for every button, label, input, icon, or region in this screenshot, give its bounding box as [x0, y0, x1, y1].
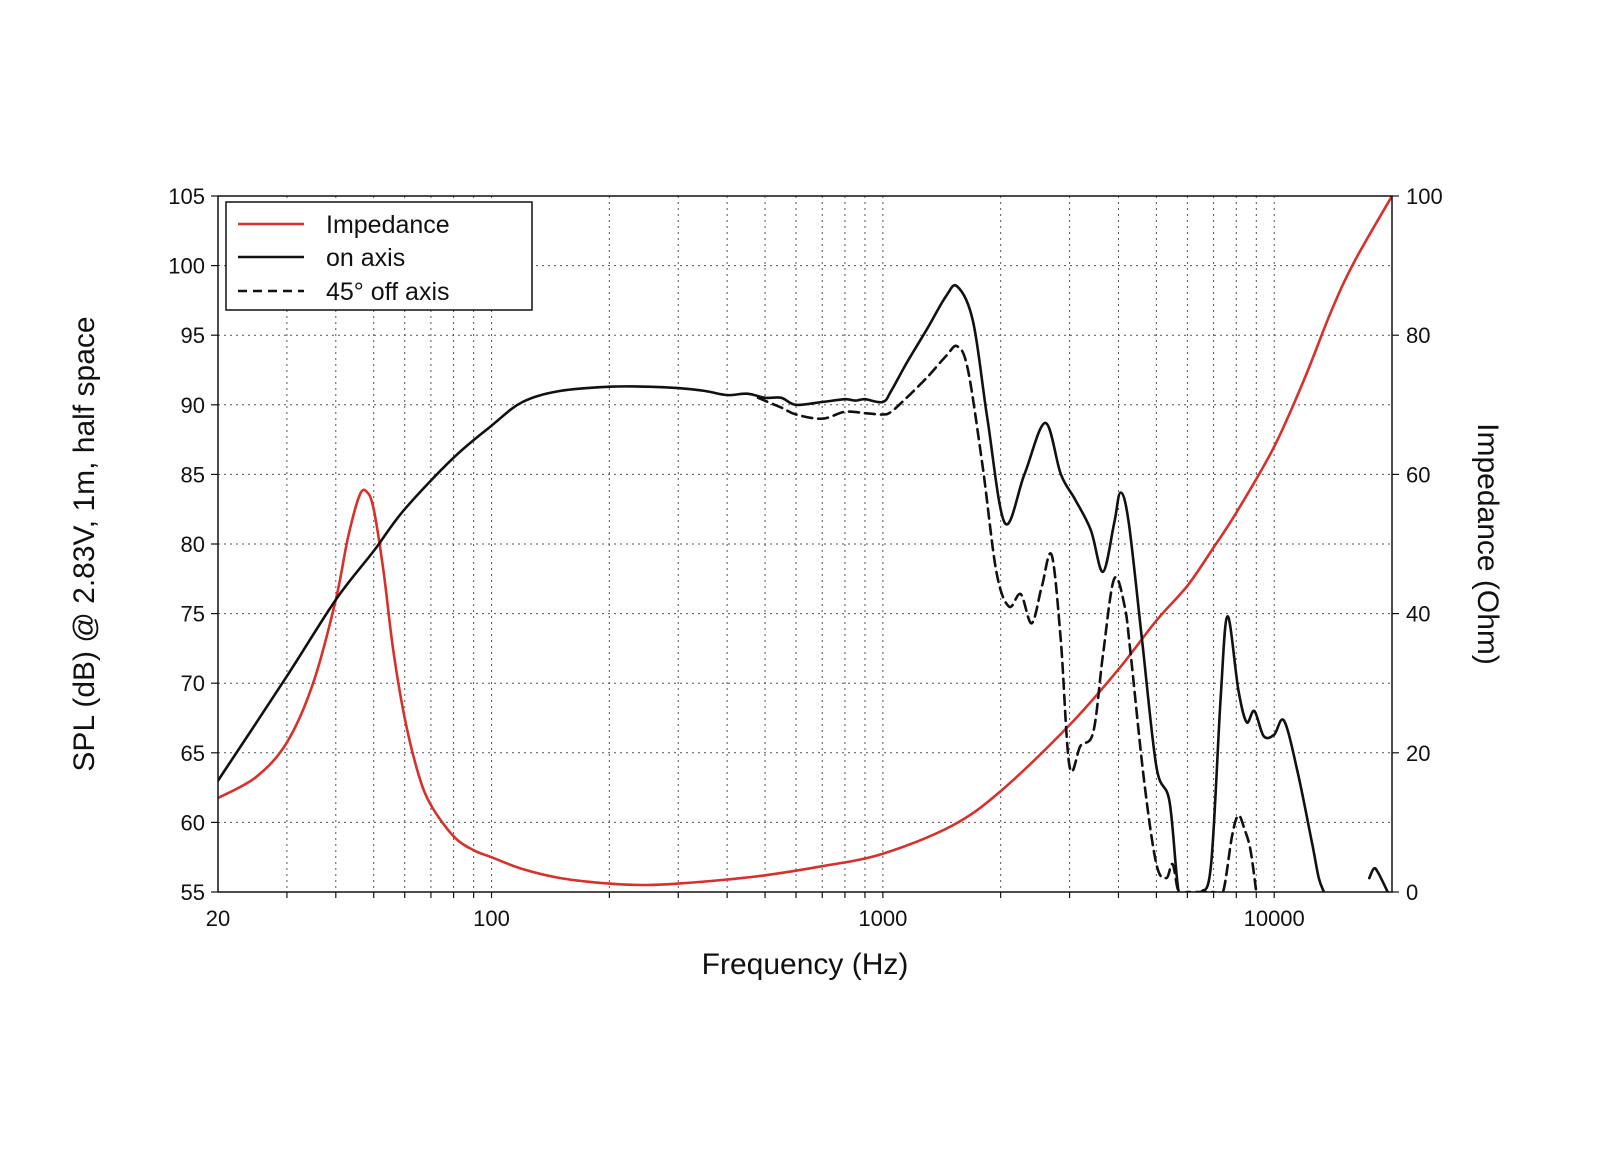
x-tick-label: 20 — [206, 906, 230, 931]
x-tick-label: 10000 — [1244, 906, 1305, 931]
y-tick-label: 65 — [181, 741, 205, 766]
series-impedance-line — [218, 196, 1392, 887]
x-tick-label: 1000 — [858, 906, 907, 931]
y-tick-label: 55 — [181, 880, 205, 905]
x-tick-label: 100 — [473, 906, 510, 931]
y2-tick-label: 100 — [1406, 184, 1443, 209]
y-axis-title: SPL (dB) @ 2.83V, 1m, half space — [68, 316, 101, 771]
series-layer — [218, 196, 1392, 892]
y2-tick-label: 80 — [1406, 323, 1430, 348]
y2-tick-label: 40 — [1406, 602, 1430, 627]
series-on-axis-line — [218, 283, 1326, 892]
y-tick-label: 70 — [181, 671, 205, 696]
y2-axis-title: Impedance (Ohm) — [1471, 423, 1504, 665]
x-axis-title: Frequency (Hz) — [702, 948, 909, 981]
axes: 20 100 1000 10000 55 60 65 70 75 80 85 90 95 100 105 0 2… — [168, 184, 1442, 931]
y2-tick-label: 0 — [1406, 880, 1418, 905]
y-tick-label: 60 — [181, 810, 205, 835]
y-tick-label: 100 — [168, 254, 205, 279]
legend-label-off-axis: 45° off axis — [326, 278, 450, 306]
y-tick-label: 85 — [181, 462, 205, 487]
y-tick-label: 105 — [168, 184, 205, 209]
series-on-axis-line — [1368, 866, 1389, 892]
legend-label-on-axis: on axis — [326, 244, 405, 272]
y-tick-label: 75 — [181, 602, 205, 627]
y-tick-label: 95 — [181, 323, 205, 348]
y2-tick-label: 20 — [1406, 741, 1430, 766]
legend-label-impedance: Impedance — [326, 211, 450, 239]
series-45-off-axis-line — [756, 344, 1258, 892]
grid — [218, 196, 1392, 892]
y-tick-label: 90 — [181, 393, 205, 418]
y-tick-label: 80 — [181, 532, 205, 557]
y2-tick-label: 60 — [1406, 462, 1430, 487]
legend: Impedance on axis 45° off axis — [225, 201, 533, 311]
